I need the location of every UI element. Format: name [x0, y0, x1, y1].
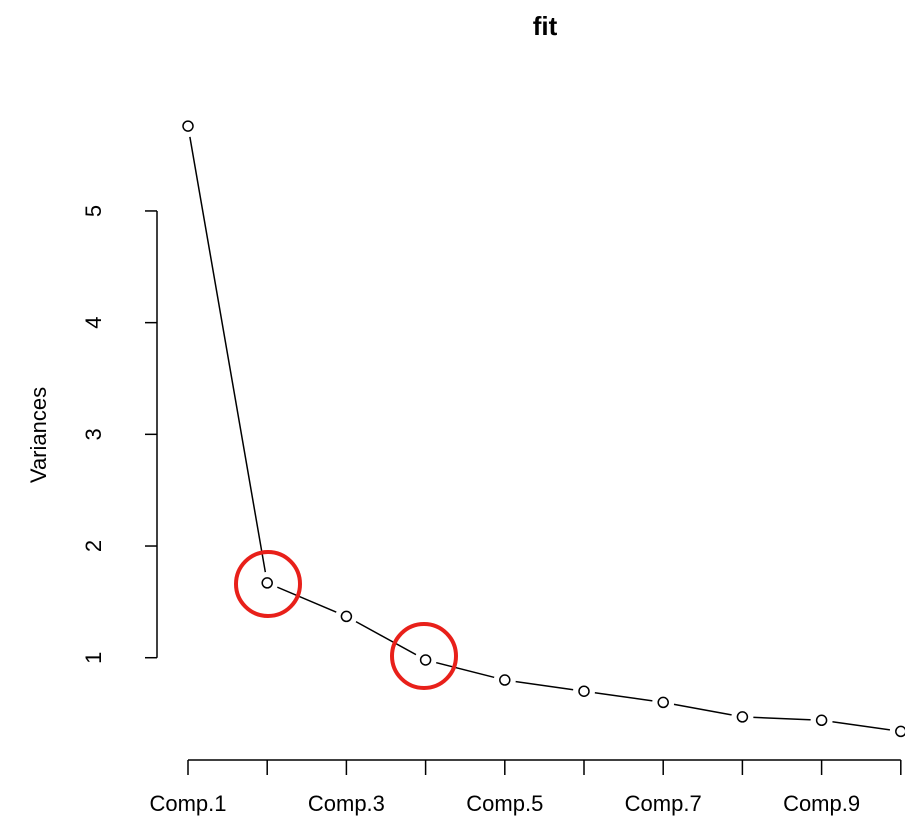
- series-line: [187, 125, 901, 733]
- data-point: [340, 610, 353, 623]
- data-point: [499, 674, 511, 686]
- highlight-circle: [390, 622, 458, 690]
- data-point: [815, 714, 828, 727]
- x-tick-label: Comp.5: [466, 791, 543, 816]
- y-tick-label: 5: [81, 205, 106, 217]
- y-tick-label: 2: [81, 540, 106, 552]
- x-tick-label: Comp.9: [783, 791, 860, 816]
- data-point: [895, 725, 905, 738]
- data-point: [736, 711, 749, 723]
- y-tick-label: 1: [81, 652, 106, 664]
- y-axis-label: Variances: [26, 387, 51, 483]
- x-tick-label: Comp.3: [308, 791, 385, 816]
- y-tick-label: 3: [81, 428, 106, 440]
- data-point: [657, 696, 669, 709]
- x-tick-label: Comp.7: [625, 791, 702, 816]
- plot: 1 2 3 4 5 Comp.1 Comp.3 Comp.5 Comp.7 Comp.9: [81, 115, 905, 816]
- chart-title: fit: [533, 11, 558, 41]
- highlight-circle: [234, 550, 302, 618]
- data-point: [419, 654, 432, 666]
- data-point: [261, 577, 273, 589]
- data-point: [182, 120, 194, 132]
- y-tick-label: 4: [81, 317, 106, 329]
- x-tick-label: Comp.1: [149, 791, 226, 816]
- data-point: [578, 685, 590, 697]
